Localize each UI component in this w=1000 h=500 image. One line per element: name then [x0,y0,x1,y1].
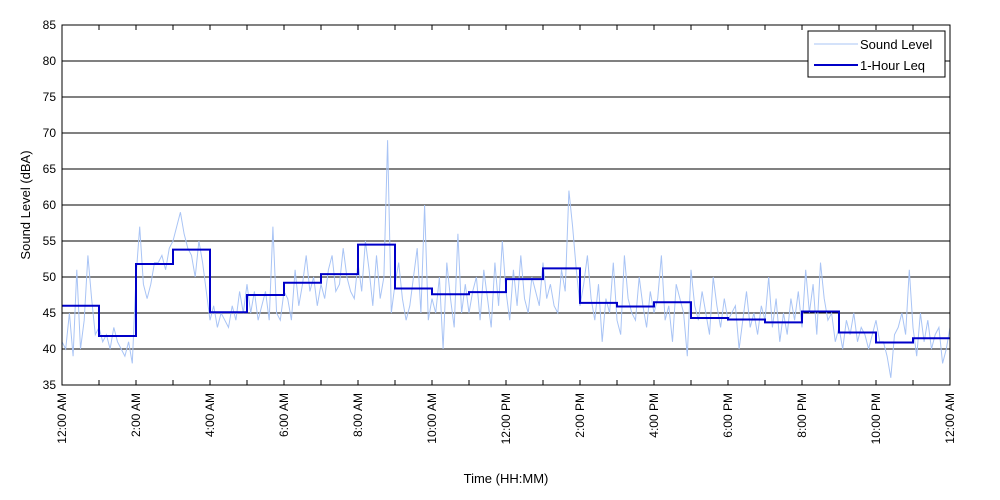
x-tick-label: 4:00 PM [647,393,661,438]
x-tick-label: 6:00 PM [721,393,735,438]
y-tick-label: 40 [43,342,57,356]
plot-area [61,140,951,378]
x-tick-label: 10:00 PM [869,393,883,444]
legend: Sound Level 1-Hour Leq [807,30,946,78]
x-tick-label: 8:00 PM [795,393,809,438]
y-tick-label: 60 [43,198,57,212]
y-tick-label: 45 [43,306,57,320]
x-tick-marks [61,25,951,385]
y-tick-label: 75 [43,90,57,104]
y-tick-label: 70 [43,126,57,140]
x-tick-label: 12:00 AM [55,393,69,444]
legend-box [807,30,946,78]
x-tick-label: 2:00 PM [573,393,587,438]
y-tick-label: 55 [43,234,57,248]
y-tick-labels: 35 40 45 50 55 60 65 70 75 80 85 [43,18,57,392]
plot-frame [61,24,951,386]
y-tick-label: 80 [43,54,57,68]
y-axis-label: Sound Level (dBA) [18,150,33,259]
legend-entry-sound-level: Sound Level [860,37,932,52]
y-tick-label: 65 [43,162,57,176]
x-axis-label: Time (HH:MM) [464,471,549,486]
x-tick-label: 12:00 AM [943,393,957,444]
x-tick-label: 2:00 AM [129,393,143,437]
x-tick-labels: 12:00 AM 2:00 AM 4:00 AM 6:00 AM 8:00 AM 10:0… [55,393,957,444]
x-tick-label: 10:00 AM [425,393,439,444]
x-tick-label: 4:00 AM [203,393,217,437]
y-tick-label: 50 [43,270,57,284]
x-tick-label: 8:00 AM [351,393,365,437]
x-tick-label: 12:00 PM [499,393,513,444]
y-tick-label: 85 [43,18,57,32]
series-line-1-hour-leq [62,243,950,344]
x-tick-label: 6:00 AM [277,393,291,437]
y-tick-label: 35 [43,378,57,392]
legend-entry-1-hour-leq: 1-Hour Leq [860,58,925,73]
